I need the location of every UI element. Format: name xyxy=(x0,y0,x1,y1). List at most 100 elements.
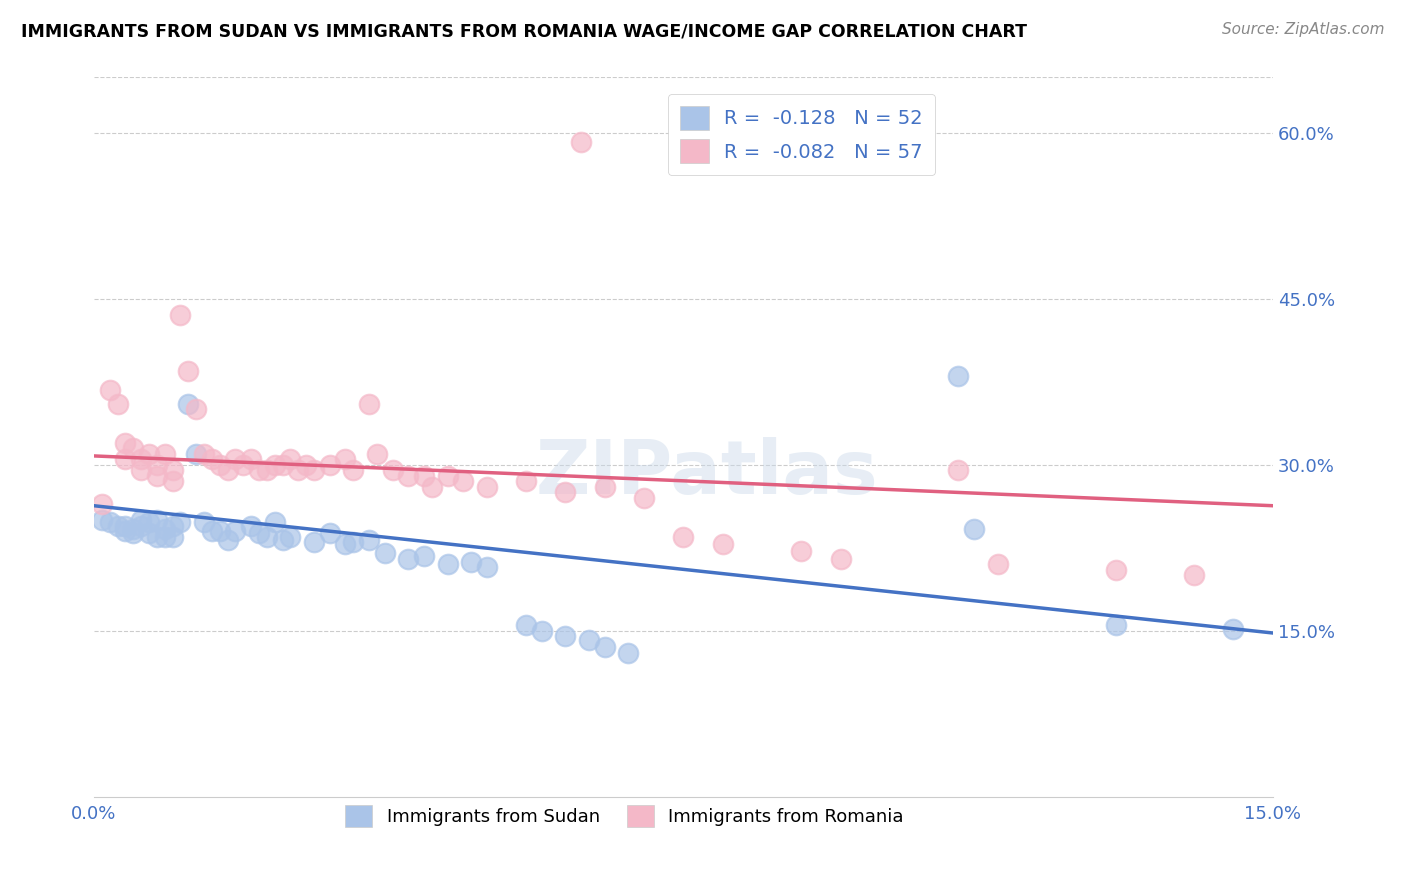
Point xyxy=(114,435,136,450)
Point xyxy=(396,552,419,566)
Point xyxy=(963,522,986,536)
Point xyxy=(948,463,970,477)
Text: Source: ZipAtlas.com: Source: ZipAtlas.com xyxy=(1222,22,1385,37)
Point xyxy=(530,624,553,638)
Point xyxy=(318,526,340,541)
Point xyxy=(1104,618,1126,632)
Point xyxy=(114,524,136,538)
Point xyxy=(247,526,270,541)
Point xyxy=(240,452,263,467)
Point xyxy=(357,397,380,411)
Point xyxy=(374,546,396,560)
Point xyxy=(617,646,640,660)
Point xyxy=(90,496,112,510)
Point xyxy=(217,533,239,547)
Text: IMMIGRANTS FROM SUDAN VS IMMIGRANTS FROM ROMANIA WAGE/INCOME GAP CORRELATION CHA: IMMIGRANTS FROM SUDAN VS IMMIGRANTS FROM… xyxy=(21,22,1028,40)
Point xyxy=(830,552,852,566)
Point xyxy=(578,632,600,647)
Point xyxy=(515,475,537,489)
Point xyxy=(1104,563,1126,577)
Point xyxy=(129,452,152,467)
Point xyxy=(280,452,302,467)
Point xyxy=(318,458,340,472)
Point xyxy=(413,549,436,563)
Point xyxy=(1222,622,1244,636)
Point xyxy=(420,480,443,494)
Point xyxy=(98,516,121,530)
Point xyxy=(263,458,285,472)
Point xyxy=(122,441,145,455)
Point xyxy=(295,458,318,472)
Point xyxy=(129,513,152,527)
Point xyxy=(208,458,231,472)
Point xyxy=(169,516,191,530)
Point xyxy=(515,618,537,632)
Point xyxy=(948,369,970,384)
Point xyxy=(107,397,129,411)
Point xyxy=(987,558,1010,572)
Point xyxy=(146,468,169,483)
Point xyxy=(201,524,224,538)
Point xyxy=(146,513,169,527)
Point xyxy=(475,559,498,574)
Point xyxy=(335,537,357,551)
Point xyxy=(169,309,191,323)
Point xyxy=(287,463,309,477)
Point xyxy=(208,524,231,538)
Point xyxy=(114,518,136,533)
Point xyxy=(232,458,254,472)
Point xyxy=(593,640,616,655)
Point xyxy=(475,480,498,494)
Point xyxy=(146,458,169,472)
Point xyxy=(217,463,239,477)
Point xyxy=(366,447,388,461)
Point xyxy=(162,530,184,544)
Point xyxy=(1182,568,1205,582)
Point xyxy=(153,522,176,536)
Point xyxy=(672,530,695,544)
Point xyxy=(554,485,576,500)
Point xyxy=(184,447,207,461)
Point xyxy=(98,383,121,397)
Point xyxy=(554,629,576,643)
Point xyxy=(177,397,200,411)
Point xyxy=(436,558,458,572)
Point xyxy=(193,516,215,530)
Point xyxy=(162,518,184,533)
Point xyxy=(569,135,592,149)
Point xyxy=(711,537,734,551)
Point xyxy=(224,452,246,467)
Point xyxy=(302,535,325,549)
Point xyxy=(177,364,200,378)
Point xyxy=(162,463,184,477)
Point xyxy=(90,513,112,527)
Point xyxy=(413,468,436,483)
Point xyxy=(122,522,145,536)
Point xyxy=(633,491,655,505)
Point xyxy=(162,475,184,489)
Point xyxy=(460,555,482,569)
Point xyxy=(138,516,160,530)
Point xyxy=(790,544,813,558)
Point xyxy=(593,480,616,494)
Point xyxy=(184,402,207,417)
Point xyxy=(381,463,404,477)
Point xyxy=(107,518,129,533)
Point xyxy=(453,475,475,489)
Point xyxy=(247,463,270,477)
Point xyxy=(342,535,364,549)
Point xyxy=(138,526,160,541)
Point xyxy=(224,524,246,538)
Point xyxy=(271,458,294,472)
Point xyxy=(114,452,136,467)
Point xyxy=(240,518,263,533)
Point xyxy=(263,516,285,530)
Point xyxy=(342,463,364,477)
Point xyxy=(302,463,325,477)
Point xyxy=(122,526,145,541)
Point xyxy=(357,533,380,547)
Point xyxy=(138,447,160,461)
Point xyxy=(129,463,152,477)
Text: ZIPatlas: ZIPatlas xyxy=(536,436,879,509)
Point xyxy=(256,530,278,544)
